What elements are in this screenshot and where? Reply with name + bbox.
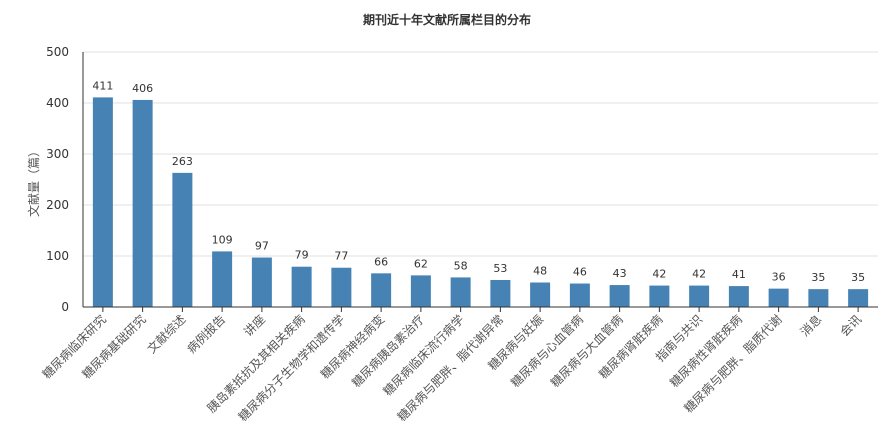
x-tick-label: 文献综述 (144, 312, 189, 357)
bar (251, 257, 272, 307)
data-label: 35 (851, 271, 865, 284)
x-tick-label: 糖尿病胰岛素治疗 (348, 312, 426, 390)
data-label: 411 (92, 79, 113, 92)
bar (808, 289, 829, 307)
data-label: 109 (212, 233, 233, 246)
y-axis-label: 文献量（篇） (26, 145, 41, 217)
bar (331, 267, 352, 307)
bar (609, 285, 630, 307)
bar (410, 275, 431, 307)
data-label: 46 (573, 266, 587, 279)
data-label: 48 (533, 265, 547, 278)
bar (291, 266, 312, 307)
grid-lines (83, 51, 878, 257)
x-tick-label: 讲座 (240, 312, 268, 340)
data-label: 79 (295, 249, 309, 262)
data-label: 35 (811, 271, 825, 284)
data-label: 43 (613, 267, 627, 280)
bar (569, 283, 590, 307)
bar (848, 289, 869, 307)
bar (212, 251, 233, 307)
bar (371, 273, 392, 307)
bar (132, 99, 153, 307)
data-label: 263 (172, 155, 193, 168)
bar (172, 172, 193, 307)
bar (92, 97, 113, 307)
bar (649, 285, 670, 307)
bar (768, 288, 789, 307)
data-labels: 411 406 263 109 97 79 77 66 62 58 53 48 46 43 42 42 41 36… (92, 79, 865, 284)
data-label: 58 (454, 259, 468, 272)
x-tick-label: 糖尿病性肾脏疾病 (666, 312, 744, 390)
data-label: 62 (414, 257, 428, 270)
data-label: 42 (692, 268, 706, 281)
bar (530, 282, 551, 307)
chart-title: 期刊近十年文献所属栏目的分布 (363, 12, 531, 27)
y-tick-label: 200 (46, 198, 69, 212)
data-label: 66 (374, 255, 388, 268)
data-label: 36 (772, 271, 786, 284)
x-tick-label: 糖尿病与心血管病 (507, 312, 585, 390)
bar (490, 279, 511, 307)
y-tick-label: 500 (46, 45, 69, 59)
y-tick-label: 0 (61, 300, 69, 314)
data-label: 97 (255, 240, 269, 253)
data-label: 42 (652, 268, 666, 281)
data-label: 53 (493, 262, 507, 275)
y-tick-label: 100 (46, 249, 69, 263)
x-tick-label: 病例报告 (184, 312, 229, 357)
y-tick-label: 300 (46, 147, 69, 161)
bar (689, 285, 710, 307)
y-axis-ticks: 0 100 200 300 400 500 (46, 45, 69, 314)
data-label: 77 (334, 250, 348, 263)
bar (450, 277, 471, 307)
x-tick-label: 消息 (797, 312, 825, 340)
y-tick-label: 400 (46, 96, 69, 110)
bars (92, 97, 869, 307)
x-tick-label: 糖尿病与大血管病 (547, 312, 625, 390)
bar (728, 286, 749, 307)
data-label: 41 (732, 268, 746, 281)
data-label: 406 (132, 82, 153, 95)
x-tick-label: 会讯 (837, 312, 864, 339)
